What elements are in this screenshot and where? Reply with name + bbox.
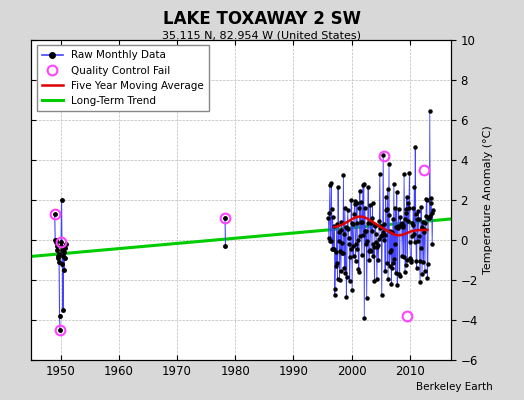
Text: Berkeley Earth: Berkeley Earth	[416, 382, 493, 392]
Text: 35.115 N, 82.954 W (United States): 35.115 N, 82.954 W (United States)	[162, 30, 362, 40]
Legend: Raw Monthly Data, Quality Control Fail, Five Year Moving Average, Long-Term Tren: Raw Monthly Data, Quality Control Fail, …	[37, 45, 209, 111]
Y-axis label: Temperature Anomaly (°C): Temperature Anomaly (°C)	[483, 126, 493, 274]
Text: LAKE TOXAWAY 2 SW: LAKE TOXAWAY 2 SW	[163, 10, 361, 28]
